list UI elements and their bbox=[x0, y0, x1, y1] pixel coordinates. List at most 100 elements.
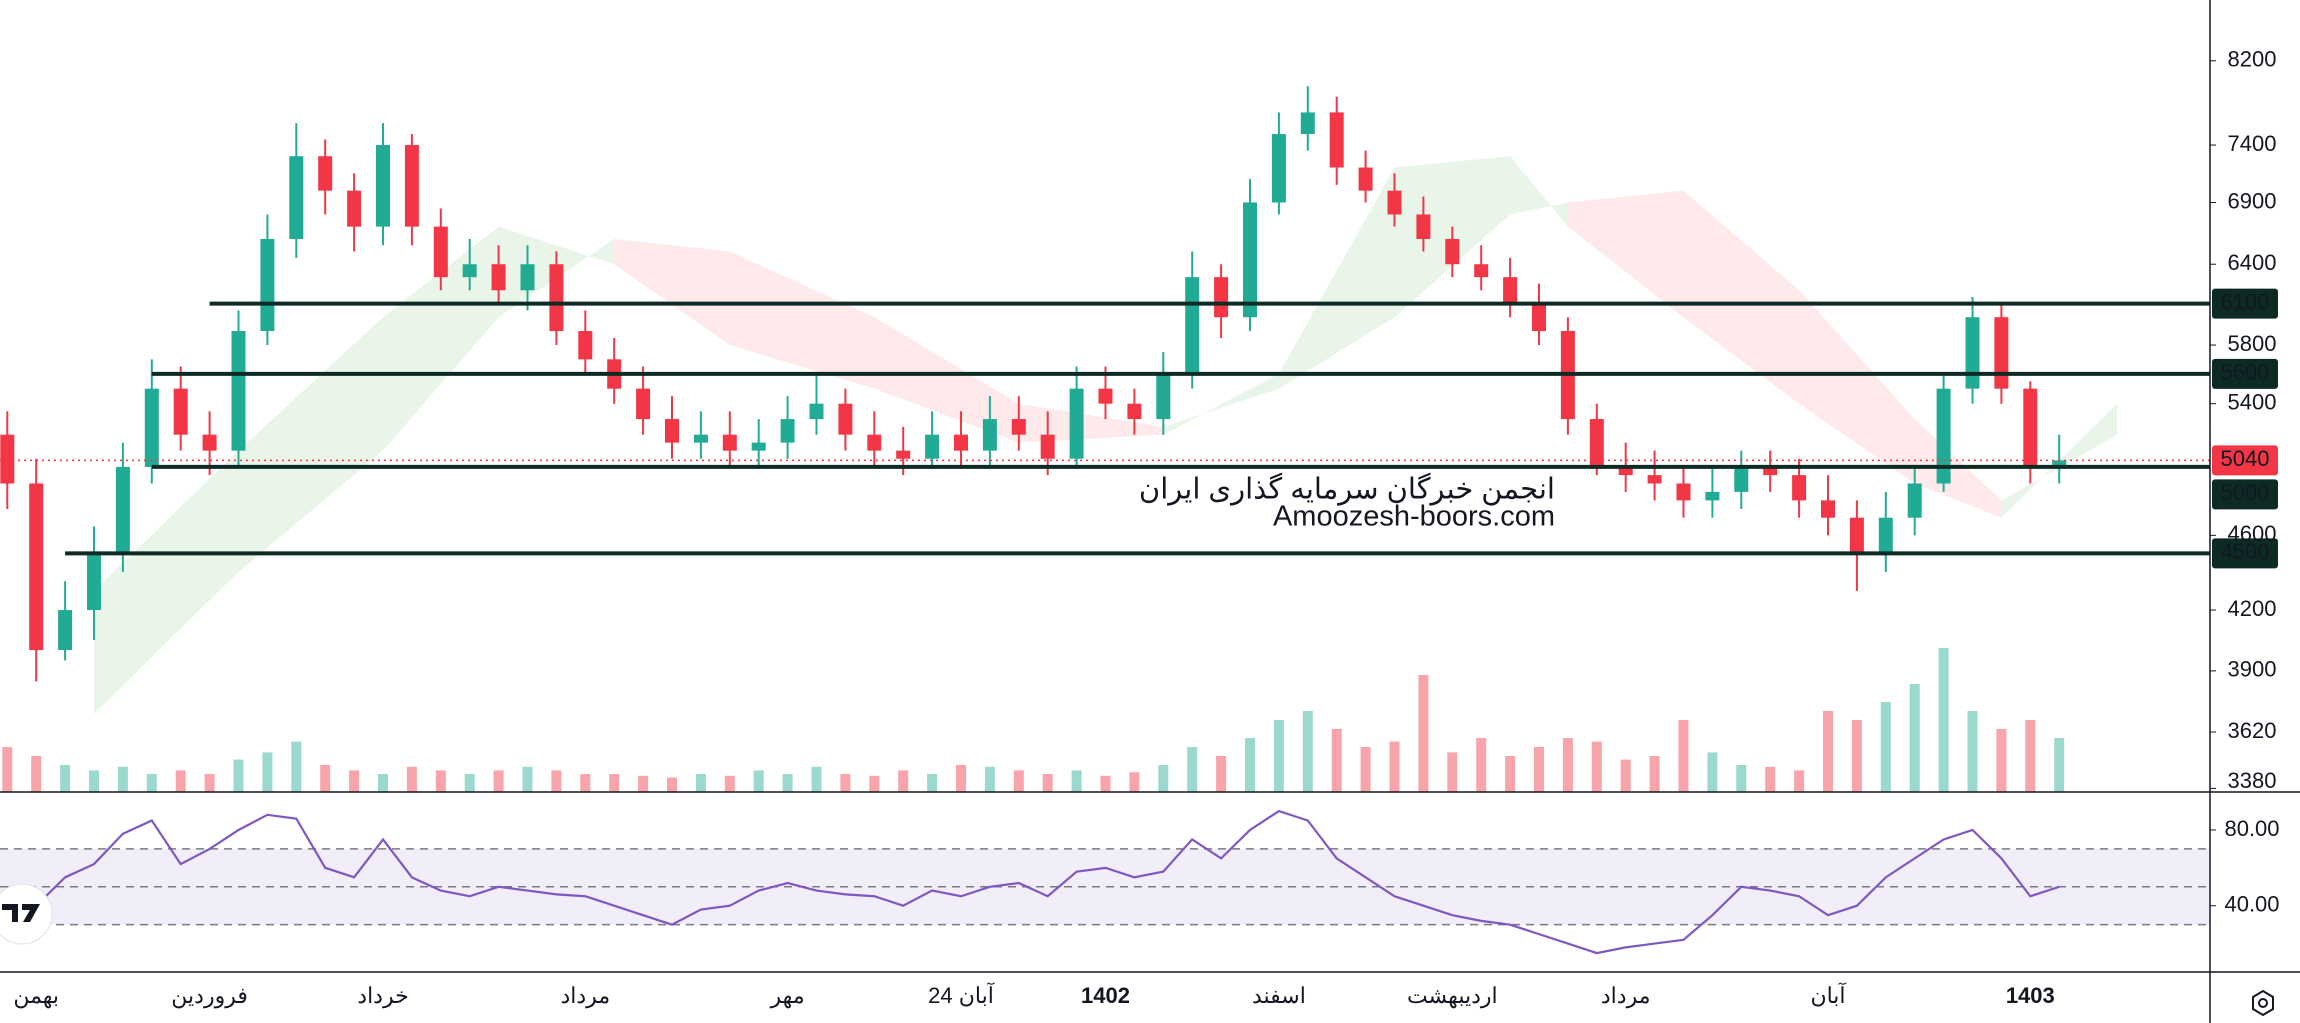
volume-bar bbox=[1851, 720, 1862, 792]
volume-bar bbox=[1302, 711, 1313, 792]
candle-body bbox=[173, 388, 188, 435]
candle-body bbox=[722, 434, 737, 451]
volume-bar bbox=[1042, 774, 1053, 792]
volume-bar bbox=[1534, 747, 1544, 792]
volume bbox=[2, 648, 2065, 792]
volume-bar bbox=[1967, 711, 1978, 792]
volume-bar bbox=[378, 774, 388, 792]
candle-body bbox=[1185, 277, 1200, 374]
candle-body bbox=[954, 434, 968, 451]
y-tick-label: 3620 bbox=[2228, 718, 2277, 743]
candle-body bbox=[1618, 466, 1633, 476]
volume-bar bbox=[1389, 741, 1400, 792]
y-tick-label: 4600 bbox=[2228, 521, 2277, 546]
volume-bar bbox=[291, 741, 302, 792]
texts: بهمن فروردین خرداد مرداد مهر 24 آبان 1402 اسفند… bbox=[13, 473, 2054, 1009]
cloud-segment bbox=[1278, 167, 1395, 389]
watermark: انجمن خبرگان سرمایه گذاری ایران bbox=[1139, 473, 1555, 507]
volume-bar bbox=[1880, 702, 1891, 792]
volume-bar bbox=[1562, 738, 1573, 792]
logo-badge[interactable] bbox=[0, 883, 53, 945]
x-tick-label: 24 آبان bbox=[928, 982, 995, 1008]
volume-bar bbox=[31, 756, 42, 792]
watermark: Amoozesh-boors.com bbox=[1273, 501, 1555, 533]
cloud-segment bbox=[1018, 403, 1164, 443]
volume-bar bbox=[724, 775, 735, 792]
settings-icon[interactable] bbox=[2252, 989, 2274, 1017]
candle-body bbox=[1936, 388, 1951, 484]
x-tick-label: مرداد bbox=[560, 983, 610, 1009]
x-tick-label: فروردین bbox=[171, 983, 248, 1009]
volume-bar bbox=[551, 770, 562, 792]
volume-bar bbox=[1765, 766, 1776, 792]
last-price-label: 5040 bbox=[2221, 446, 2270, 471]
volume-bar bbox=[1996, 729, 2007, 792]
candle-body bbox=[1271, 134, 1286, 203]
level-label: 5000 bbox=[2221, 480, 2270, 505]
candle-body bbox=[1300, 112, 1315, 135]
volume-bar bbox=[233, 759, 244, 792]
candle-body bbox=[1474, 264, 1489, 278]
x-tick-label: اسفند bbox=[1252, 983, 1306, 1008]
volume-bar bbox=[1245, 738, 1255, 792]
candle-body bbox=[549, 264, 564, 332]
volume-bar bbox=[927, 774, 938, 792]
candle-body bbox=[1069, 388, 1084, 459]
volume-bar bbox=[782, 774, 793, 792]
candle-body bbox=[144, 388, 159, 467]
volume-bar bbox=[1013, 770, 1024, 792]
volume-bar bbox=[984, 766, 995, 792]
candle-body bbox=[1734, 466, 1749, 492]
volume-bar bbox=[406, 766, 417, 792]
candle-body bbox=[1358, 167, 1373, 191]
x-tick-label: 1402 bbox=[1081, 983, 1130, 1008]
candle-body bbox=[1040, 434, 1055, 459]
candle-body bbox=[87, 553, 101, 611]
candle-body bbox=[1705, 491, 1720, 501]
volume-bar bbox=[840, 774, 851, 792]
candle-body bbox=[636, 388, 651, 420]
cloud-segment bbox=[94, 450, 239, 715]
volume-bar bbox=[435, 770, 446, 792]
volume-bar bbox=[1331, 729, 1342, 792]
cloud-segment bbox=[614, 238, 730, 346]
cloud-segment bbox=[874, 317, 1019, 443]
candle-body bbox=[58, 610, 73, 651]
volume-bar bbox=[580, 774, 591, 792]
volume-bar bbox=[1591, 741, 1602, 792]
candle-body bbox=[491, 264, 506, 291]
candle-body bbox=[376, 145, 390, 227]
last-price-box bbox=[2212, 445, 2278, 476]
rsi-pane: 80.00 40.00 bbox=[0, 809, 2280, 955]
candle-body bbox=[1994, 317, 2009, 389]
candle-body bbox=[1011, 419, 1026, 435]
volume-bar bbox=[1649, 756, 1660, 792]
level-label: 6100 bbox=[2221, 289, 2270, 314]
candle-body bbox=[925, 434, 940, 459]
candle-body bbox=[29, 483, 44, 651]
volume-bar bbox=[1071, 770, 1082, 792]
candle-body bbox=[578, 331, 593, 360]
candle-body bbox=[1416, 214, 1431, 239]
y-tick-label: 8200 bbox=[2228, 47, 2277, 72]
candle-body bbox=[1127, 403, 1142, 420]
rsi-tick-label: 40.00 bbox=[2224, 892, 2279, 917]
candle-body bbox=[1329, 112, 1344, 168]
level-box bbox=[2212, 358, 2278, 389]
level-label: 5600 bbox=[2221, 360, 2270, 385]
volume-bar bbox=[869, 775, 880, 792]
volume-bar bbox=[60, 765, 71, 792]
y-tick-label: 3380 bbox=[2228, 768, 2277, 793]
x-tick-label: اردیبهشت bbox=[1407, 983, 1498, 1009]
candle-body bbox=[1676, 483, 1691, 501]
candle-body bbox=[1589, 419, 1604, 467]
volume-bar bbox=[1129, 772, 1140, 792]
candle-body bbox=[2023, 388, 2038, 467]
x-tick-label: بهمن bbox=[13, 983, 59, 1009]
candle-body bbox=[896, 450, 911, 459]
volume-bar bbox=[1794, 770, 1805, 792]
volume-bar bbox=[464, 774, 475, 792]
logo[interactable] bbox=[0, 883, 53, 945]
